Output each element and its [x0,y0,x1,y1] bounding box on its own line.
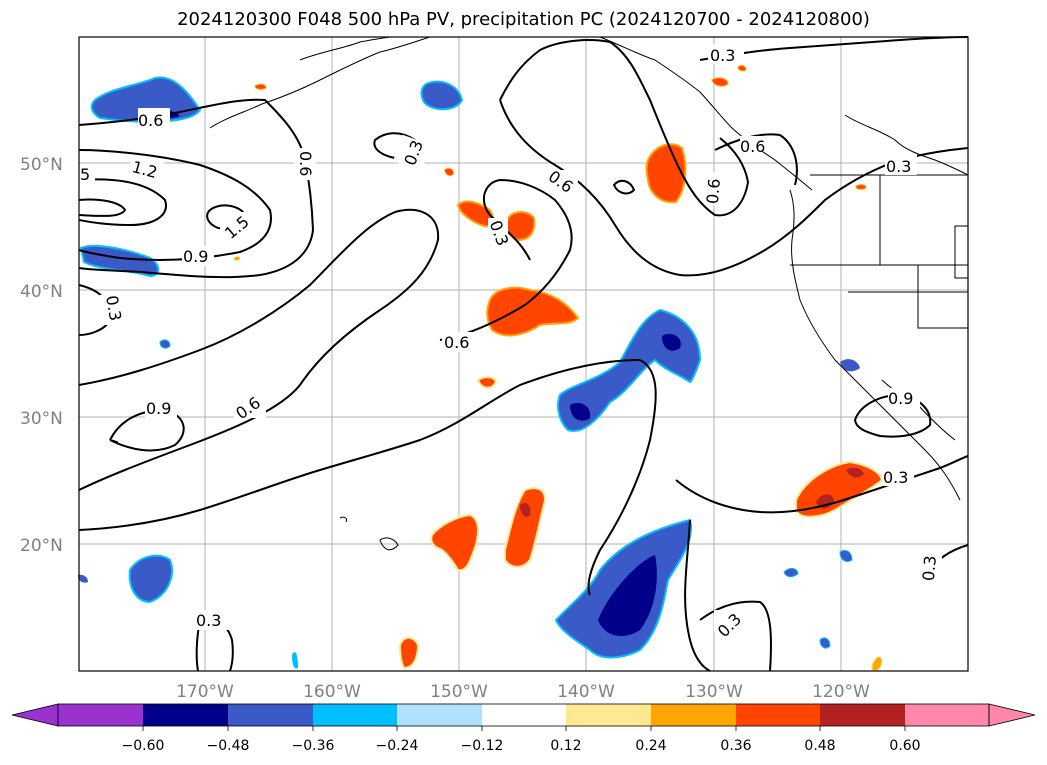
colorbar-swatch [313,704,397,726]
lat-label: 50°N [20,155,63,175]
colorbar-tick: 0.60 [889,738,920,754]
map-title: 2024120300 F048 500 hPa PV, precipitatio… [177,9,870,30]
colorbar-tick: −0.24 [376,738,419,754]
contour-label-group: 0.3 0.3 0.3 0.3 0.3 0.3 0.3 0.6 0.6 0.6 … [79,44,942,641]
colorbar-extend-low [11,703,59,727]
contour-label: 5 [80,165,90,184]
colorbar-extend-high [988,703,1036,727]
contour-label: 0.6 [138,111,163,130]
colorbar-swatch [228,704,313,726]
colorbar-swatch [397,704,482,726]
contour-label: 0.3 [883,468,908,487]
contour-label: 0.9 [888,389,913,408]
contour-label: 0.3 [102,294,125,322]
positive-precip-areas [234,65,884,671]
negative-precip-areas [78,76,860,669]
colorbar-swatch [736,704,820,726]
contour-label: 0.3 [710,46,735,65]
colorbar-swatch [482,704,566,726]
colorbar-tick: −0.60 [122,738,165,754]
contour-label: 0.6 [703,178,724,205]
colorbar-tick: −0.48 [207,738,250,754]
colorbar: −0.60 −0.48 −0.36 −0.24 −0.12 0.12 0.24 … [11,703,1036,754]
colorbar-swatch [143,704,228,726]
lon-label: 150°W [430,682,488,702]
colorbar-outline [57,703,990,727]
contour-label: 0.6 [444,333,469,352]
colorbar-tick: −0.36 [292,738,335,754]
lat-label: 40°N [20,282,63,302]
lon-label: 120°W [812,682,870,702]
colorbar-swatch [566,704,651,726]
colorbar-swatch [651,704,736,726]
lat-label: 30°N [20,409,63,429]
lon-label: 160°W [303,682,361,702]
colorbar-tick: 0.12 [550,738,581,754]
contour-label: 0.3 [919,555,940,582]
map-frame [78,36,969,672]
colorbar-swatch [820,704,905,726]
contour-label: 0.6 [296,151,315,176]
colorbar-tick: −0.12 [461,738,504,754]
lon-label: 170°W [176,682,234,702]
colorbar-tick: 0.48 [804,738,835,754]
graticule [79,37,968,671]
lat-label: 20°N [20,536,63,556]
contour-label: 0.6 [740,137,765,156]
contour-label: 0.9 [183,247,208,266]
colorbar-tick: 0.24 [635,738,666,754]
contour-label: 0.9 [146,399,171,418]
colorbar-tick: 0.36 [720,738,751,754]
pv-contours [78,36,969,672]
colorbar-swatch [58,704,143,726]
lon-label: 130°W [685,682,743,702]
colorbar-swatch [905,704,989,726]
contour-label: 0.3 [886,157,911,176]
contour-label: 0.3 [196,611,221,630]
lon-label: 140°W [557,682,615,702]
coastlines [111,36,969,551]
